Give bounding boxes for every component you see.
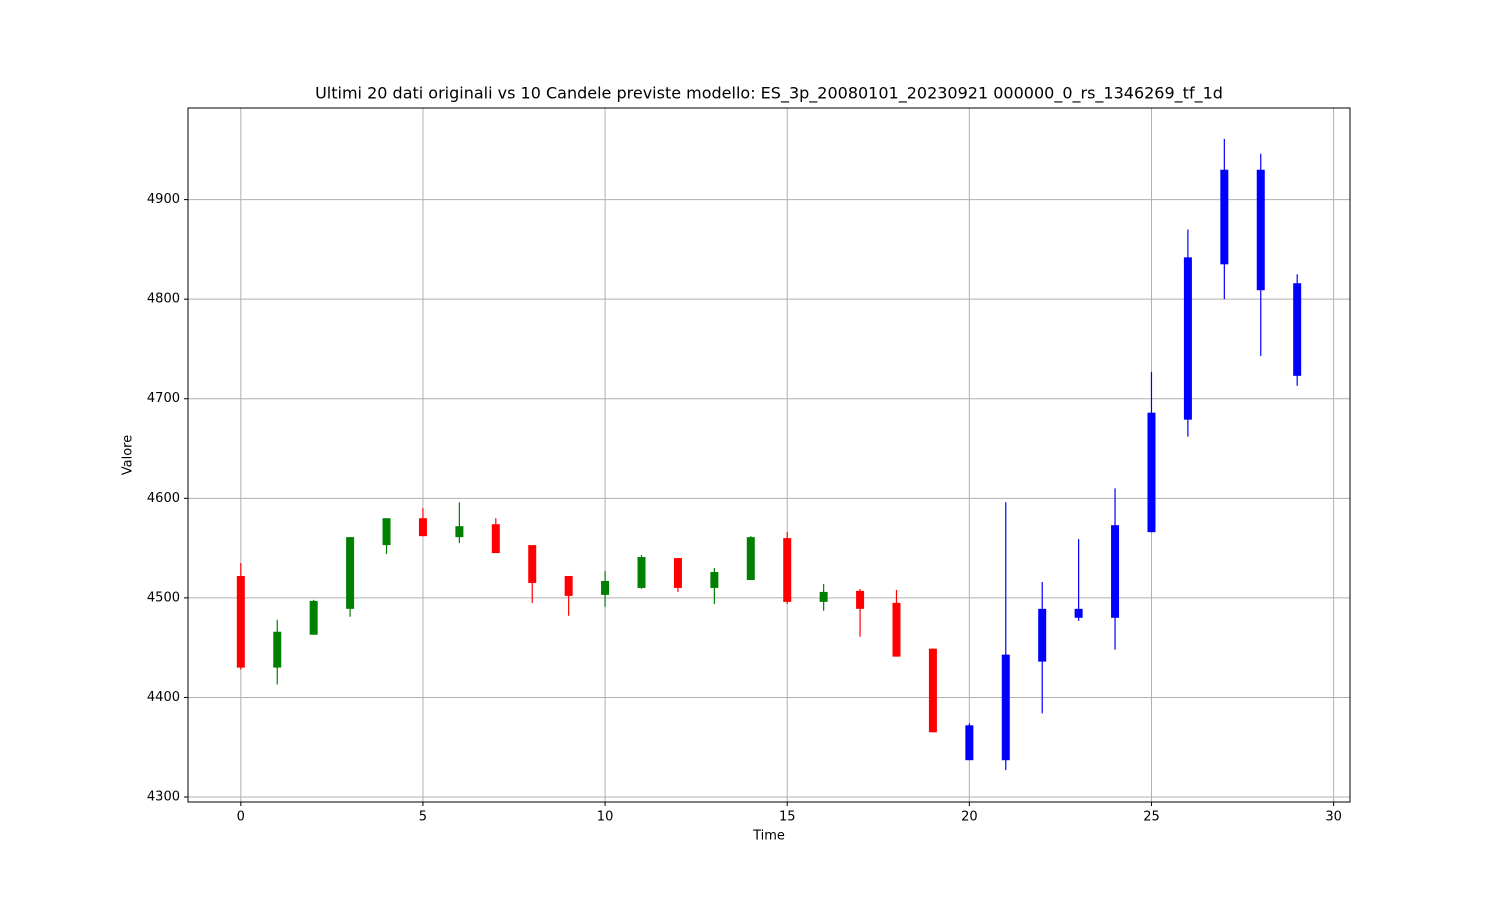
- y-tick-label: 4700: [147, 391, 180, 406]
- x-tick-label: 10: [597, 810, 614, 825]
- candle-body: [892, 602, 901, 657]
- x-tick-label: 5: [419, 810, 427, 825]
- y-tick-label: 4800: [147, 292, 180, 307]
- candle-body: [455, 526, 464, 538]
- x-tick-label: 30: [1325, 810, 1342, 825]
- chart-title: Ultimi 20 dati originali vs 10 Candele p…: [315, 84, 1223, 104]
- candle-body: [418, 518, 427, 537]
- candle-body: [1111, 525, 1120, 618]
- y-axis-label: Valore: [121, 435, 136, 475]
- candle-body: [601, 580, 610, 595]
- candle-body: [1183, 257, 1192, 420]
- candle-body: [783, 538, 792, 602]
- y-tick-label: 4400: [147, 690, 180, 705]
- y-tick-label: 4600: [147, 491, 180, 506]
- candle-body: [273, 631, 282, 668]
- candle-body: [1001, 654, 1010, 761]
- plot-frame: [187, 107, 1351, 803]
- candle-body: [491, 524, 500, 554]
- candle-body: [236, 575, 245, 668]
- candle-body: [1293, 283, 1302, 376]
- grid: [184, 108, 1350, 806]
- y-tick-label: 4900: [147, 192, 180, 207]
- x-tick-label: 20: [961, 810, 978, 825]
- candle-body: [856, 590, 865, 609]
- x-axis-label: Time: [752, 829, 785, 844]
- candle-body: [965, 725, 974, 761]
- candle-body: [382, 518, 391, 546]
- y-tick-label: 4500: [147, 590, 180, 605]
- candle-body: [1074, 608, 1083, 618]
- candle-body: [819, 591, 828, 602]
- candle-body: [564, 575, 573, 596]
- candles: [236, 138, 1302, 771]
- candle-body: [309, 600, 318, 635]
- candle-body: [1220, 169, 1229, 265]
- candle-body: [673, 558, 682, 588]
- candle-body: [1147, 412, 1156, 533]
- candle-body: [528, 545, 537, 583]
- candle-body: [746, 537, 755, 580]
- candle-body: [1256, 169, 1265, 291]
- x-tick-label: 0: [237, 810, 245, 825]
- candle-body: [1038, 608, 1047, 662]
- candle-body: [928, 648, 937, 733]
- candle-body: [710, 571, 719, 588]
- candle-body: [637, 557, 646, 588]
- y-tick-label: 4300: [147, 790, 180, 805]
- candle-body: [346, 537, 355, 609]
- x-tick-label: 25: [1143, 810, 1160, 825]
- x-tick-label: 15: [779, 810, 796, 825]
